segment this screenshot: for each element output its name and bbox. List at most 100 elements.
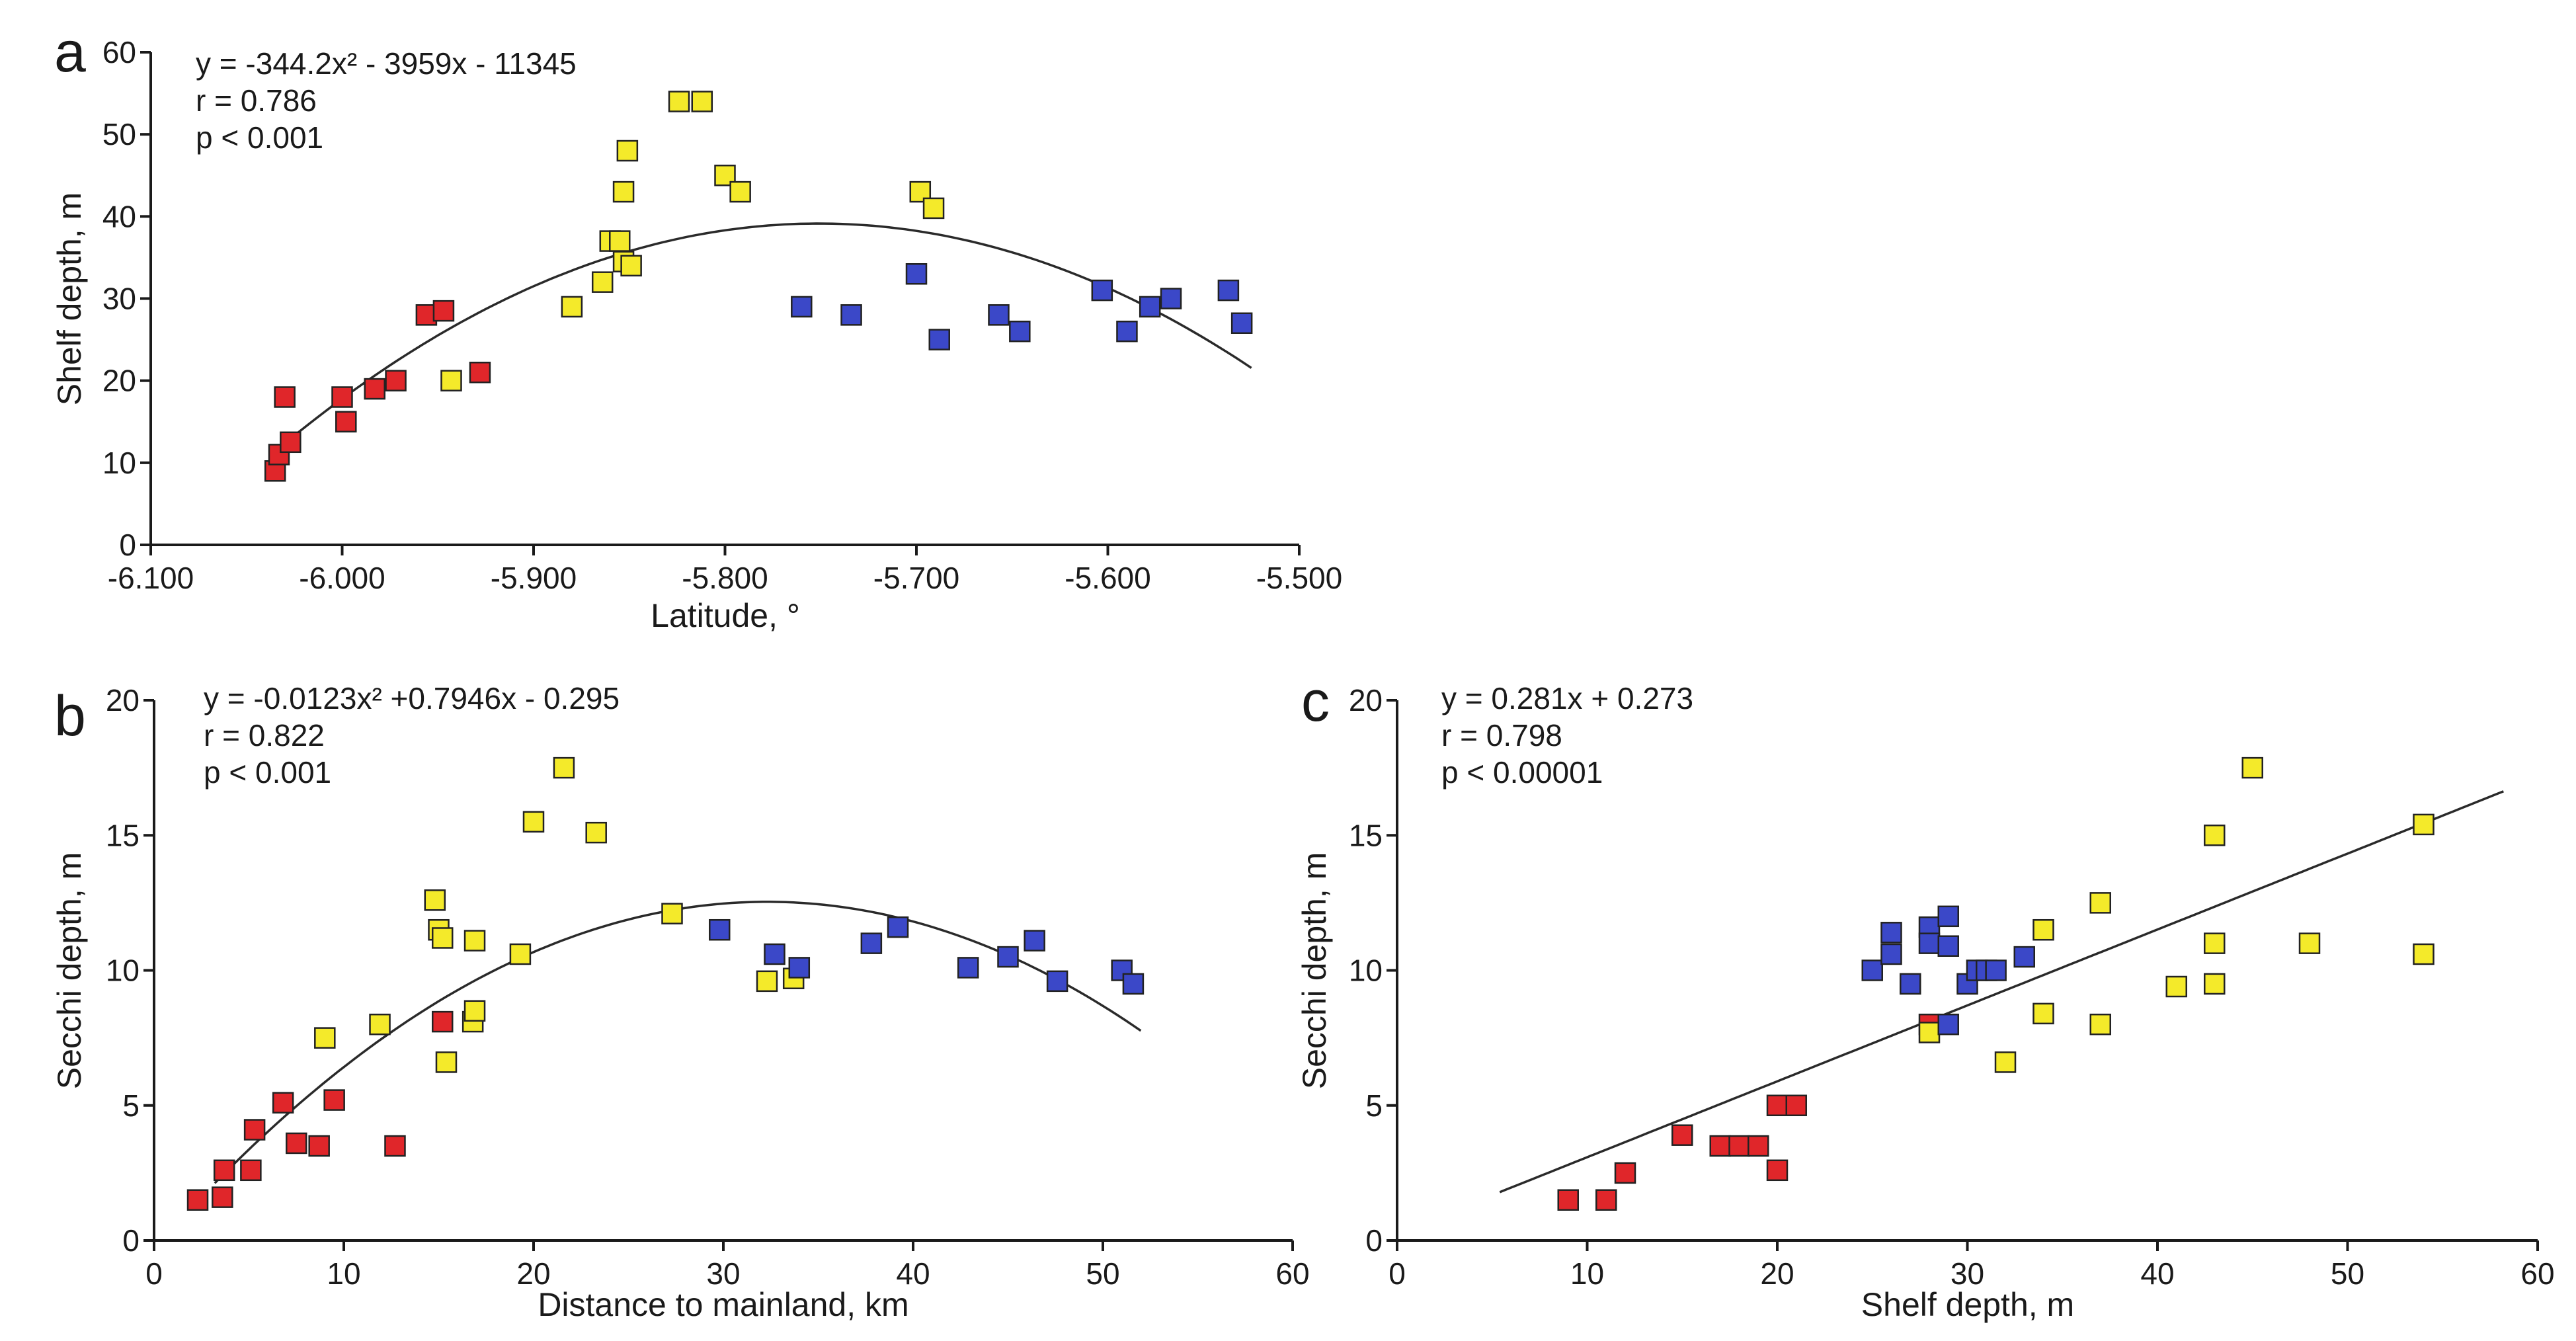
x-tick-label: -6.100	[108, 561, 194, 595]
panel-label: c	[1301, 670, 1330, 733]
data-point-yellow	[2241, 756, 2263, 779]
data-point-blue	[957, 957, 979, 979]
data-point-red	[243, 1119, 266, 1141]
data-point-red	[1709, 1135, 1731, 1157]
x-tick-label: -5.800	[682, 561, 768, 595]
panel-label: b	[54, 684, 86, 748]
data-point-red	[1748, 1135, 1769, 1157]
data-point-red	[384, 1135, 406, 1157]
series-yellow	[1918, 756, 2435, 1073]
data-point-yellow	[691, 91, 713, 112]
data-point-blue	[1217, 279, 1240, 302]
data-point-blue	[1880, 943, 1902, 965]
data-point-yellow	[2204, 973, 2226, 995]
data-point-red	[385, 370, 407, 391]
correlation-r: r = 0.822	[204, 718, 325, 752]
data-point-yellow	[314, 1027, 336, 1049]
data-point-red	[1766, 1159, 1789, 1182]
data-point-red	[1785, 1094, 1807, 1116]
x-tick-label: 50	[1086, 1256, 1119, 1291]
data-point-yellow	[1994, 1051, 2017, 1073]
data-point-yellow	[424, 889, 446, 911]
data-point-yellow	[2204, 825, 2226, 846]
data-point-yellow	[2413, 943, 2435, 965]
series-red	[264, 300, 491, 482]
x-tick-label: 20	[516, 1256, 550, 1291]
data-point-blue	[840, 304, 862, 326]
data-point-yellow	[1918, 1022, 1941, 1043]
data-point-red	[286, 1132, 307, 1155]
data-point-red	[308, 1135, 330, 1157]
data-point-yellow	[2033, 1002, 2054, 1025]
data-point-yellow	[561, 296, 583, 318]
series-yellow	[314, 756, 805, 1073]
y-tick-label: 30	[102, 282, 136, 316]
series-blue	[791, 263, 1253, 350]
data-point-yellow	[2089, 892, 2111, 914]
data-point-blue	[1009, 320, 1031, 343]
data-point-blue	[887, 916, 909, 938]
y-tick-label: 0	[119, 528, 136, 562]
data-point-red	[274, 386, 296, 408]
y-tick-label: 0	[122, 1223, 140, 1258]
series-yellow	[440, 91, 945, 391]
fit-equation: y = -344.2x² - 3959x - 11345	[196, 46, 577, 81]
data-point-red	[186, 1189, 209, 1211]
data-point-blue	[860, 932, 883, 954]
data-point-yellow	[553, 756, 575, 779]
y-tick-label: 40	[102, 199, 136, 233]
data-point-yellow	[2204, 932, 2226, 954]
x-tick-label: 50	[2331, 1256, 2364, 1291]
data-point-red	[280, 431, 302, 454]
data-point-blue	[788, 957, 811, 979]
correlation-r: r = 0.786	[196, 83, 317, 118]
data-point-yellow	[609, 230, 631, 252]
data-point-yellow	[922, 197, 945, 220]
chart-panel-c: 0 5 10 15 20 0 10 20 30 40 50 60 Shelf depth, m Secch…	[1296, 670, 2555, 1323]
x-tick-label: 10	[327, 1256, 360, 1291]
y-tick-label: 15	[1349, 818, 1383, 852]
data-point-red	[335, 411, 357, 432]
data-point-blue	[1230, 312, 1253, 334]
x-tick-label: 60	[2520, 1256, 2554, 1291]
data-point-red	[1671, 1124, 1693, 1146]
data-point-yellow	[369, 1013, 391, 1036]
series-blue	[709, 916, 1145, 995]
data-point-blue	[2013, 946, 2035, 968]
y-tick-label: 20	[106, 683, 140, 717]
series-blue	[1861, 905, 2035, 1036]
data-point-blue	[709, 918, 731, 941]
x-tick-label: -5.600	[1065, 561, 1150, 595]
data-point-yellow	[616, 140, 639, 162]
data-point-yellow	[756, 970, 778, 993]
p-value: p < 0.001	[196, 120, 323, 155]
p-value: p < 0.001	[204, 755, 331, 790]
y-tick-label: 5	[1365, 1088, 1383, 1123]
data-point-red	[213, 1159, 235, 1182]
data-point-yellow	[585, 821, 607, 844]
data-point-blue	[1046, 970, 1068, 993]
chart-panel-a: 0 10 20 30 40 50 60 -6.100 -6.000 -5.900 -5.800 -5.…	[51, 20, 1342, 634]
data-point-yellow	[620, 255, 642, 277]
x-tick-label: -5.700	[873, 561, 959, 595]
data-point-red	[469, 362, 491, 384]
x-tick-label: 0	[1389, 1256, 1406, 1291]
x-axis-title: Distance to mainland, km	[538, 1286, 908, 1323]
x-tick-label: 10	[1570, 1256, 1604, 1291]
data-point-yellow	[668, 91, 690, 112]
fit-curve	[284, 222, 1252, 445]
y-tick-label: 60	[102, 35, 136, 69]
y-tick-label: 5	[122, 1088, 140, 1123]
data-point-yellow	[440, 370, 462, 391]
y-tick-label: 10	[1349, 954, 1383, 988]
data-point-yellow	[2033, 918, 2054, 941]
data-point-red	[432, 300, 455, 322]
y-tick-label: 50	[102, 117, 136, 151]
x-tick-label: -5.900	[491, 561, 577, 595]
series-red	[186, 1010, 454, 1211]
data-point-blue	[1937, 935, 1959, 957]
x-axis-title: Shelf depth, m	[1861, 1286, 2074, 1323]
y-tick-label: 20	[102, 364, 136, 398]
data-point-blue	[1861, 959, 1883, 981]
series-red	[1557, 1013, 1941, 1211]
